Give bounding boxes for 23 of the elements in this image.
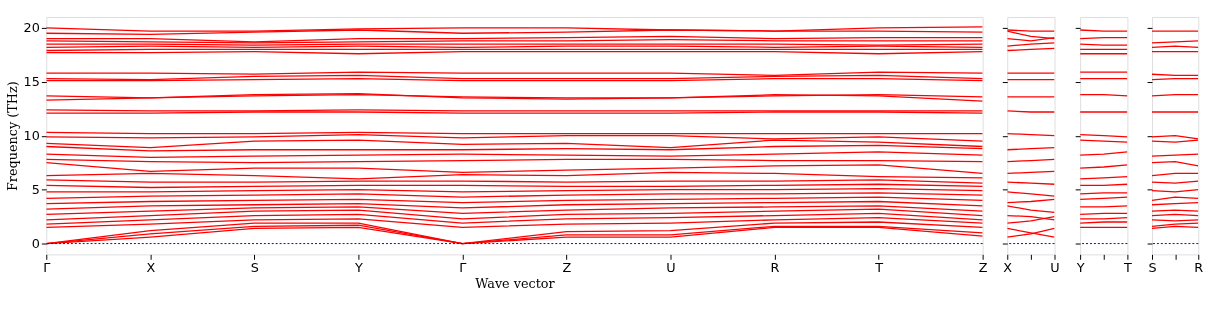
- y-tick-label: 10: [23, 128, 40, 144]
- x-tick-label: U: [1050, 259, 1060, 275]
- x-tick-label: S: [250, 259, 259, 275]
- x-tick-label: Y: [1075, 259, 1085, 275]
- y-tick-label: 5: [31, 182, 40, 198]
- x-tick-label: Z: [978, 259, 988, 275]
- x-tick-label: R: [770, 259, 780, 275]
- x-tick-label: X: [146, 259, 156, 275]
- x-tick-label: T: [1122, 259, 1132, 275]
- x-tick-label: R: [1194, 259, 1204, 275]
- y-tick-label: 20: [23, 20, 40, 36]
- y-tick-label: 15: [23, 74, 40, 90]
- x-axis-title: Wave vector: [475, 276, 556, 292]
- x-tick-label: U: [666, 259, 676, 275]
- y-tick-label: 0: [31, 236, 40, 252]
- x-tick-label: T: [874, 259, 884, 275]
- y-axis-title: Frequency (THz): [4, 81, 20, 192]
- x-tick-label: S: [1148, 259, 1157, 275]
- x-tick-label: Z: [562, 259, 572, 275]
- x-tick-label: Γ: [459, 259, 468, 275]
- x-tick-label: Γ: [43, 259, 52, 275]
- x-tick-label: X: [1003, 259, 1013, 275]
- x-tick-label: Y: [353, 259, 363, 275]
